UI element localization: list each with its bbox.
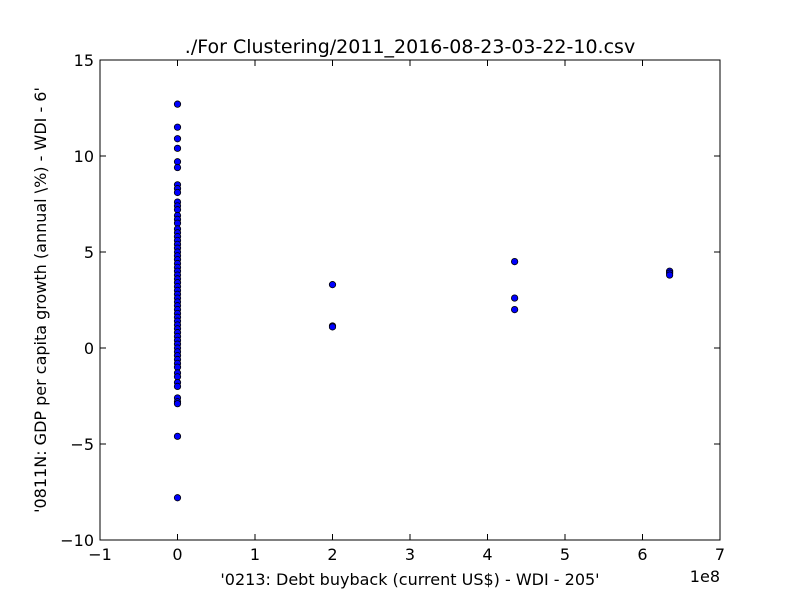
data-point bbox=[173, 144, 182, 152]
x-tick-label: 1 bbox=[250, 545, 260, 564]
data-point bbox=[173, 382, 182, 390]
data-point bbox=[666, 271, 674, 279]
data-point bbox=[173, 188, 182, 197]
x-axis-offset-label: 1e8 bbox=[690, 567, 720, 586]
x-tick-label: 5 bbox=[560, 545, 570, 564]
x-tick-label: 3 bbox=[405, 545, 415, 564]
y-tick-label: 15 bbox=[74, 51, 94, 70]
data-point bbox=[173, 494, 182, 502]
x-tick-label: 6 bbox=[637, 545, 647, 564]
y-tick-label: 0 bbox=[84, 339, 94, 358]
data-point bbox=[511, 257, 519, 266]
data-point bbox=[173, 400, 182, 408]
data-point bbox=[173, 100, 182, 108]
chart-title: ./For Clustering/2011_2016-08-23-03-22-1… bbox=[185, 36, 635, 58]
x-tick-label: −1 bbox=[88, 545, 112, 564]
data-point bbox=[173, 123, 182, 131]
data-point bbox=[511, 305, 519, 314]
data-point bbox=[328, 323, 337, 331]
x-axis-ticks: −1 0 1 2 3 4 5 6 7 bbox=[88, 60, 725, 564]
plot-area bbox=[99, 59, 721, 541]
y-tick-label: −10 bbox=[60, 531, 94, 550]
x-tick-label: 7 bbox=[715, 545, 725, 564]
data-point bbox=[173, 163, 182, 172]
data-point bbox=[511, 294, 519, 302]
y-tick-label: 5 bbox=[84, 243, 94, 262]
x-tick-label: 4 bbox=[482, 545, 492, 564]
y-tick-label: 10 bbox=[74, 147, 94, 166]
y-axis-ticks: −10 −5 0 5 10 15 bbox=[60, 51, 720, 550]
data-point bbox=[173, 432, 182, 440]
y-tick-label: −5 bbox=[70, 435, 94, 454]
data-point bbox=[328, 281, 337, 289]
y-axis-label: '0811N: GDP per capita growth (annual \%… bbox=[31, 87, 50, 513]
x-tick-label: 0 bbox=[172, 545, 182, 564]
x-axis-label: '0213: Debt buyback (current US$) - WDI … bbox=[220, 570, 599, 589]
x-tick-label: 2 bbox=[327, 545, 337, 564]
data-point bbox=[173, 135, 182, 143]
data-points bbox=[173, 100, 674, 502]
